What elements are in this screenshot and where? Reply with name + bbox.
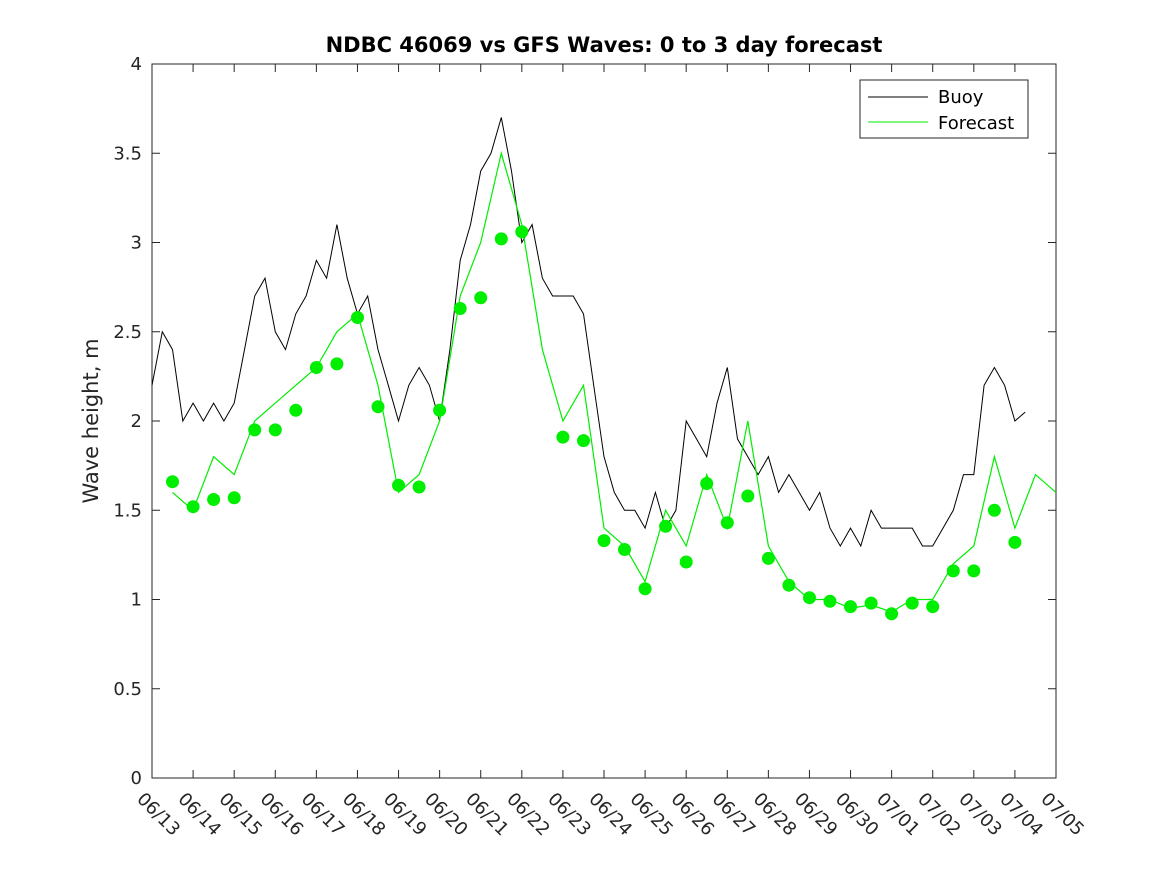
forecast-marker xyxy=(371,400,385,414)
y-tick-label: 0 xyxy=(131,768,142,789)
forecast-marker xyxy=(803,591,816,605)
x-tick-label: 06/22 xyxy=(502,789,554,841)
forecast-marker xyxy=(618,543,631,556)
forecast-marker xyxy=(412,480,426,494)
x-tick-label: 06/15 xyxy=(215,789,267,841)
forecast-marker xyxy=(946,564,960,578)
forecast-marker xyxy=(433,403,447,417)
x-tick-label: 06/18 xyxy=(338,789,390,841)
forecast-marker xyxy=(330,357,344,371)
forecast-marker xyxy=(392,478,405,492)
forecast-marker xyxy=(186,500,200,514)
forecast-marker xyxy=(761,551,775,565)
forecast-marker xyxy=(987,503,1001,517)
x-tick-label: 06/21 xyxy=(461,789,513,841)
forecast-marker xyxy=(864,596,878,610)
x-tick-label: 06/20 xyxy=(420,789,472,841)
forecast-marker xyxy=(227,491,241,505)
x-tick-label: 06/23 xyxy=(543,789,595,841)
plot-area xyxy=(151,63,1057,779)
chart-title: NDBC 46069 vs GFS Waves: 0 to 3 day fore… xyxy=(326,33,883,57)
x-tick-label: 06/16 xyxy=(256,789,308,841)
x-tick-label: 06/30 xyxy=(831,789,883,841)
forecast-marker xyxy=(597,534,611,548)
forecast-marker xyxy=(556,430,570,444)
x-tick-label: 06/28 xyxy=(749,789,801,841)
forecast-marker xyxy=(659,519,673,533)
forecast-marker xyxy=(720,516,734,530)
forecast-marker xyxy=(1008,535,1022,549)
y-tick-label: 1.5 xyxy=(113,500,142,521)
y-axis-ticks: 0 0.5 1 1.5 2 2.5 3 3.5 4 xyxy=(113,54,1056,789)
forecast-marker xyxy=(638,582,652,596)
x-tick-label: 06/17 xyxy=(297,789,349,841)
forecast-marker xyxy=(248,423,262,437)
x-tick-label: 06/25 xyxy=(626,789,678,841)
x-tick-label: 07/05 xyxy=(1036,789,1088,841)
y-tick-label: 3.5 xyxy=(113,143,142,164)
forecast-marker xyxy=(268,423,282,437)
forecast-marker xyxy=(453,302,467,315)
legend-label-buoy: Buoy xyxy=(938,87,984,108)
x-tick-label: 07/01 xyxy=(872,789,924,841)
y-tick-label: 2 xyxy=(131,411,142,432)
x-tick-label: 06/19 xyxy=(379,789,431,841)
x-tick-label: 06/14 xyxy=(174,789,226,841)
x-tick-label: 06/24 xyxy=(584,789,636,841)
y-tick-label: 1 xyxy=(131,590,142,611)
legend-label-forecast: Forecast xyxy=(938,113,1014,134)
y-tick-label: 0.5 xyxy=(113,679,142,700)
forecast-marker xyxy=(577,434,590,448)
forecast-marker xyxy=(700,477,714,490)
forecast-marker xyxy=(905,596,919,610)
forecast-marker xyxy=(844,600,857,614)
forecast-marker xyxy=(967,564,981,578)
y-tick-label: 2.5 xyxy=(113,322,142,343)
forecast-marker xyxy=(309,361,323,374)
forecast-markers xyxy=(166,225,1022,621)
x-tick-label: 07/02 xyxy=(913,789,965,841)
forecast-marker xyxy=(741,489,755,503)
x-tick-label: 07/04 xyxy=(995,789,1047,841)
forecast-marker xyxy=(679,555,693,569)
x-tick-label: 06/13 xyxy=(132,789,184,841)
forecast-marker xyxy=(926,600,940,614)
y-axis-label: Wave height, m xyxy=(79,338,103,503)
y-tick-label: 3 xyxy=(131,233,142,254)
forecast-marker xyxy=(515,225,529,239)
forecast-marker xyxy=(494,232,508,246)
series-buoy xyxy=(151,117,1026,548)
buoy-line xyxy=(151,117,1026,548)
x-tick-label: 06/29 xyxy=(790,789,842,841)
forecast-marker xyxy=(207,493,221,506)
forecast-marker xyxy=(166,475,179,489)
forecast-marker xyxy=(823,594,837,608)
x-tick-label: 07/03 xyxy=(954,789,1006,841)
legend-box xyxy=(859,79,1029,139)
legend: Buoy Forecast xyxy=(859,79,1029,139)
y-tick-label: 4 xyxy=(131,54,142,75)
forecast-marker xyxy=(474,291,488,305)
x-tick-label: 06/26 xyxy=(667,789,719,841)
forecast-marker xyxy=(289,403,303,417)
forecast-marker xyxy=(351,311,364,324)
forecast-marker xyxy=(782,578,796,592)
forecast-marker xyxy=(885,607,899,621)
x-tick-label: 06/27 xyxy=(708,789,760,841)
